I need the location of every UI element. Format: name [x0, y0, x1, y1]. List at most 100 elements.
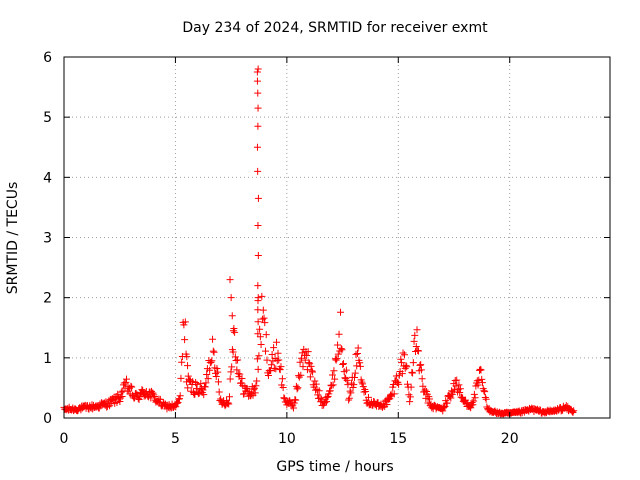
data-point: [275, 356, 283, 364]
data-point: [398, 370, 406, 378]
data-point: [259, 315, 267, 323]
data-point: [229, 348, 237, 356]
y-tick-label: 4: [43, 170, 52, 186]
y-axis-label: SRMTID / TECUs: [5, 182, 21, 295]
data-point: [329, 381, 337, 389]
data-point: [482, 395, 490, 403]
data-point: [311, 377, 319, 385]
data-point: [426, 395, 434, 403]
data-point: [254, 297, 262, 305]
data-point: [184, 372, 192, 380]
data-point: [354, 344, 362, 352]
data-point: [254, 89, 262, 97]
data-point: [330, 367, 338, 375]
data-point: [123, 375, 131, 383]
data-point: [234, 356, 242, 364]
data-point: [401, 351, 409, 359]
data-point: [209, 335, 217, 343]
data-point: [195, 390, 203, 398]
data-point: [470, 397, 478, 405]
data-point: [138, 386, 146, 394]
data-point: [359, 383, 367, 391]
data-point: [339, 360, 347, 368]
data-point: [278, 375, 286, 383]
data-point: [289, 404, 297, 412]
data-point: [448, 387, 456, 395]
data-point: [417, 361, 425, 369]
data-point: [173, 399, 181, 407]
data-point: [356, 359, 364, 367]
data-point: [455, 381, 463, 389]
data-point: [201, 383, 209, 391]
data-point: [422, 394, 430, 402]
data-point: [469, 401, 477, 409]
data-point: [268, 350, 276, 358]
data-point: [281, 395, 289, 403]
data-point: [178, 358, 186, 366]
data-point: [295, 373, 303, 381]
data-point: [315, 387, 323, 395]
data-point: [447, 394, 455, 402]
data-point: [233, 366, 241, 374]
data-point: [251, 389, 259, 397]
data-point: [392, 372, 400, 380]
data-point: [113, 399, 121, 407]
data-point: [213, 364, 221, 372]
y-tick-label: 0: [43, 411, 52, 427]
data-point: [122, 378, 130, 386]
data-point: [184, 362, 192, 370]
data-point: [183, 378, 191, 386]
data-point: [128, 383, 136, 391]
data-point: [321, 398, 329, 406]
data-point: [304, 348, 312, 356]
data-point: [254, 330, 262, 338]
data-point: [456, 385, 464, 393]
data-point: [346, 387, 354, 395]
data-point: [253, 68, 261, 76]
data-point: [225, 393, 233, 401]
data-point: [229, 327, 237, 335]
data-point: [262, 347, 270, 355]
data-point: [332, 356, 340, 364]
data-point: [117, 388, 125, 396]
data-point: [253, 77, 261, 85]
data-point: [77, 406, 85, 414]
data-point: [248, 390, 256, 398]
data-point: [214, 378, 222, 386]
data-point: [103, 403, 111, 411]
data-point: [350, 381, 358, 389]
data-point: [254, 365, 262, 373]
data-point: [345, 394, 353, 402]
data-point: [439, 407, 447, 415]
data-point: [234, 370, 242, 378]
data-point: [254, 122, 262, 130]
data-point: [202, 379, 210, 387]
data-point: [114, 390, 122, 398]
data-point: [227, 294, 235, 302]
data-point: [232, 357, 240, 365]
data-point: [406, 398, 414, 406]
data-point: [180, 321, 188, 329]
data-point: [200, 391, 208, 399]
data-point: [364, 393, 372, 401]
data-point: [303, 351, 311, 359]
data-point: [471, 394, 479, 402]
data-point: [387, 391, 395, 399]
data-point: [225, 400, 233, 408]
data-point: [253, 377, 261, 385]
data-point: [308, 367, 316, 375]
data-point: [418, 375, 426, 383]
data-point: [212, 372, 220, 380]
data-point: [481, 388, 489, 396]
data-point: [331, 375, 339, 383]
data-point: [156, 395, 164, 403]
data-point: [226, 276, 234, 284]
data-point: [470, 390, 478, 398]
data-point: [217, 395, 225, 403]
data-point: [476, 365, 484, 373]
data-point: [473, 377, 481, 385]
data-point: [206, 366, 214, 374]
data-point: [328, 371, 336, 379]
data-point: [255, 352, 263, 360]
